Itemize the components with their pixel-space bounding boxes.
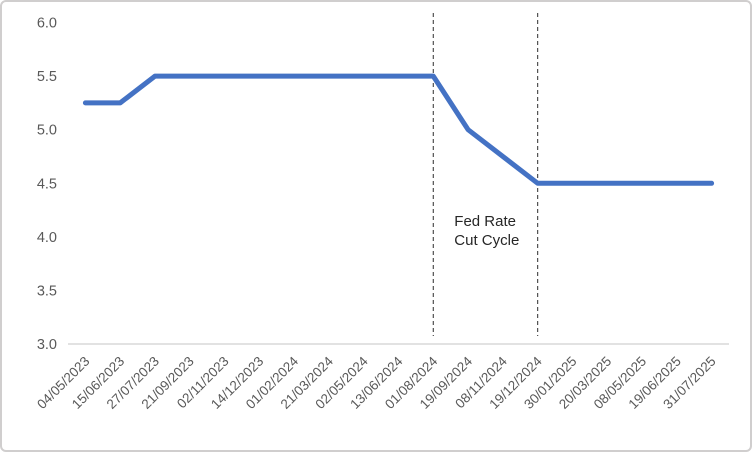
y-axis-tick-label: 5.0 <box>37 123 57 139</box>
y-axis-tick-label: 5.5 <box>37 69 57 85</box>
y-axis-tick-label: 3.5 <box>37 283 57 299</box>
y-axis-tick-label: 6.0 <box>37 16 57 32</box>
fed-rate-cut-cycle-annotation: Fed Rate <box>454 213 516 230</box>
rate-data-line <box>82 73 715 186</box>
y-axis-tick-label: 4.0 <box>37 230 57 246</box>
y-axis-tick-label: 4.5 <box>37 176 57 192</box>
fed-rate-cut-cycle-annotation: Cut Cycle <box>454 232 519 249</box>
y-axis-tick-label: 3.0 <box>37 337 57 353</box>
